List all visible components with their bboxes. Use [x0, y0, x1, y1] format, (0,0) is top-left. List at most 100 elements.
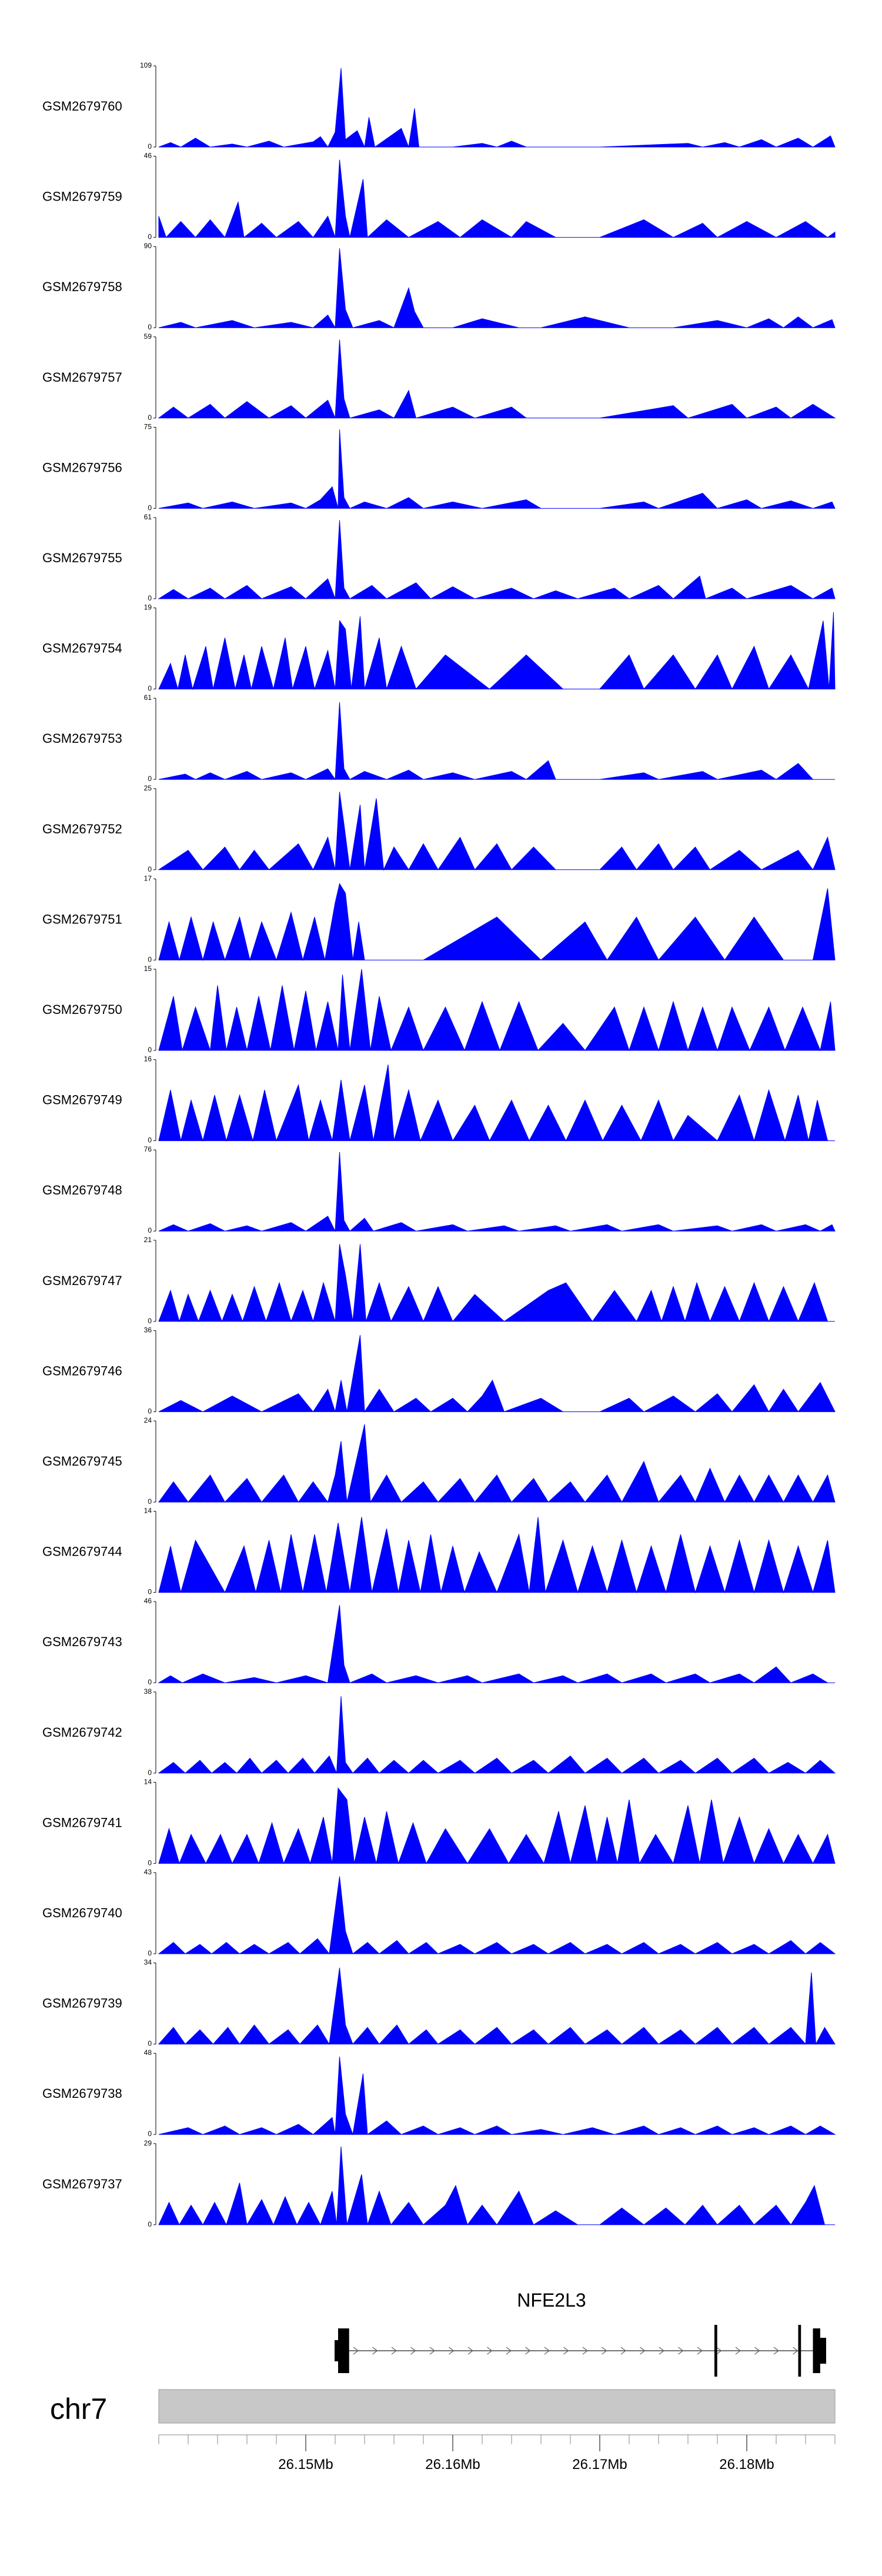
- x-tick-label: 26.17Mb: [572, 2457, 627, 2472]
- track-label: GSM2679757: [42, 370, 122, 385]
- track-GSM2679751: GSM2679751 17 0: [42, 874, 836, 963]
- track-label: GSM2679759: [42, 189, 122, 204]
- gene-label: NFE2L3: [517, 2290, 586, 2311]
- signal-area: [158, 1335, 836, 1413]
- track-label: GSM2679737: [42, 2177, 122, 2191]
- track-label: GSM2679747: [42, 1273, 122, 1288]
- track-label: GSM2679758: [42, 279, 122, 294]
- signal-area: [158, 1244, 835, 1323]
- y-max-label: 46: [144, 152, 152, 160]
- track-GSM2679755: GSM2679755 61 0: [42, 513, 836, 602]
- strand-arrow: [602, 2347, 607, 2355]
- track-GSM2679745: GSM2679745 24 0: [42, 1416, 836, 1506]
- y-max-label: 21: [144, 1236, 152, 1244]
- track-label: GSM2679744: [42, 1544, 122, 1559]
- y-min-label: 0: [148, 1949, 152, 1957]
- gene-exon: [338, 2328, 349, 2373]
- track-GSM2679744: GSM2679744 14 0: [42, 1507, 836, 1596]
- track-GSM2679756: GSM2679756 75 0: [42, 422, 836, 512]
- genome-axis: 26.15Mb 26.16Mb 26.17Mb 26.18Mb: [158, 2434, 836, 2472]
- chromosome-ideogram: chr7: [50, 2389, 836, 2425]
- signal-area: [158, 1605, 835, 1683]
- y-min-label: 0: [148, 1678, 152, 1686]
- strand-arrow: [640, 2347, 646, 2355]
- signal-area: [158, 1876, 836, 1955]
- strand-arrow: [410, 2347, 416, 2355]
- y-max-label: 43: [144, 1868, 152, 1876]
- y-max-label: 29: [144, 2139, 152, 2147]
- signal-area: [158, 68, 836, 148]
- signal-area: [158, 1065, 835, 1142]
- track-label: GSM2679760: [42, 99, 122, 114]
- strand-arrow: [391, 2347, 397, 2355]
- strand-arrow: [659, 2347, 665, 2355]
- strand-arrow: [487, 2347, 493, 2355]
- signal-area: [158, 520, 836, 599]
- strand-arrow: [544, 2347, 550, 2355]
- y-max-label: 75: [144, 422, 152, 431]
- y-min-label: 0: [148, 685, 152, 693]
- x-tick-label: 26.15Mb: [278, 2457, 333, 2472]
- track-label: GSM2679742: [42, 1725, 122, 1740]
- track-label: GSM2679752: [42, 822, 122, 836]
- strand-arrow: [773, 2347, 780, 2355]
- signal-area: [158, 702, 835, 780]
- y-max-label: 36: [144, 1326, 152, 1334]
- track-GSM2679749: GSM2679749 16 0: [42, 1055, 835, 1144]
- y-max-label: 46: [144, 1597, 152, 1605]
- track-label: GSM2679739: [42, 1996, 122, 2011]
- y-min-label: 0: [148, 2130, 152, 2138]
- gene-utr: [335, 2340, 339, 2361]
- signal-area: [158, 883, 836, 962]
- track-GSM2679741: GSM2679741 14 0: [42, 1777, 836, 1867]
- track-label: GSM2679738: [42, 2086, 122, 2101]
- track-label: GSM2679741: [42, 1815, 122, 1830]
- y-min-label: 0: [148, 775, 152, 783]
- signal-area: [158, 792, 836, 871]
- track-label: GSM2679753: [42, 731, 122, 746]
- x-tick-label: 26.16Mb: [425, 2457, 480, 2472]
- track-label: GSM2679750: [42, 1002, 122, 1017]
- signal-area: [158, 339, 836, 419]
- signal-area: [158, 969, 836, 1052]
- y-max-label: 17: [144, 874, 152, 882]
- y-min-label: 0: [148, 503, 152, 512]
- signal-area: [158, 159, 836, 238]
- y-max-label: 16: [144, 1055, 152, 1063]
- y-min-label: 0: [148, 413, 152, 422]
- y-min-label: 0: [148, 142, 152, 151]
- y-max-label: 61: [144, 693, 152, 702]
- track-label: GSM2679746: [42, 1363, 122, 1378]
- y-min-label: 0: [148, 2040, 152, 2048]
- track-GSM2679759: GSM2679759 46 0: [42, 152, 836, 241]
- strand-arrow: [506, 2347, 512, 2355]
- signal-area: [158, 612, 836, 690]
- signal-area: [158, 1967, 836, 2046]
- track-GSM2679738: GSM2679738 48 0: [42, 2048, 836, 2138]
- strand-arrow: [525, 2347, 531, 2355]
- y-min-label: 0: [148, 323, 152, 331]
- signal-tracks: GSM26797601090GSM2679759460GSM2679758900…: [42, 61, 836, 2228]
- y-max-label: 61: [144, 513, 152, 521]
- y-max-label: 19: [144, 603, 152, 612]
- track-GSM2679746: GSM2679746 36 0: [42, 1326, 836, 1415]
- signal-area: [158, 2146, 835, 2226]
- y-min-label: 0: [148, 1046, 152, 1054]
- strand-arrow: [735, 2347, 741, 2355]
- track-GSM2679742: GSM2679742 38 0: [42, 1687, 836, 1777]
- track-GSM2679754: GSM2679754 19 0: [42, 603, 836, 693]
- gene-track: NFE2L3: [335, 2290, 826, 2377]
- strand-arrow: [754, 2347, 760, 2355]
- y-min-label: 0: [148, 1136, 152, 1144]
- y-max-label: 109: [140, 61, 152, 69]
- y-min-label: 0: [148, 1407, 152, 1415]
- y-max-label: 15: [144, 965, 152, 973]
- track-label: GSM2679749: [42, 1093, 122, 1107]
- y-max-label: 34: [144, 1958, 152, 1967]
- y-min-label: 0: [148, 865, 152, 873]
- signal-area: [158, 2056, 836, 2136]
- y-max-label: 76: [144, 1145, 152, 1153]
- y-max-label: 48: [144, 2048, 152, 2057]
- signal-area: [158, 1424, 836, 1503]
